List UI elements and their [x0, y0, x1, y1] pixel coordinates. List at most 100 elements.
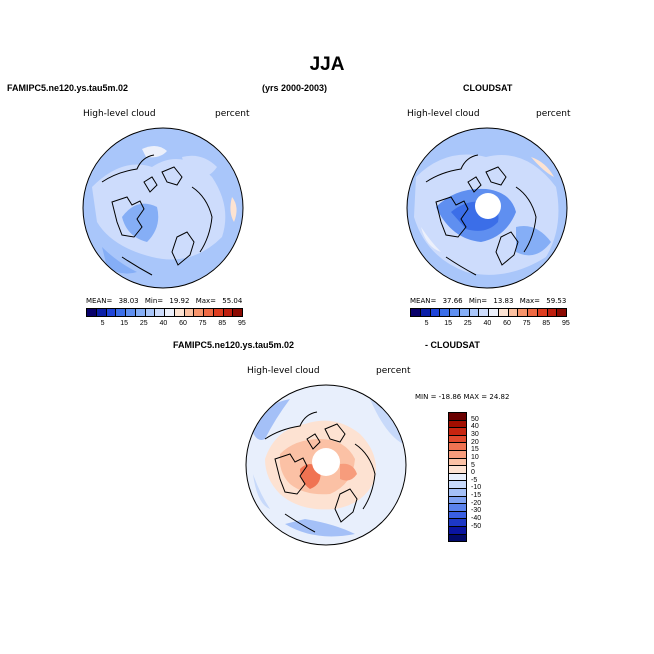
colorbar-swatch: [212, 309, 223, 316]
colorbar-swatch: [193, 309, 203, 316]
colorbar-swatch: [458, 309, 469, 316]
diff-colorbar-swatch: [449, 427, 466, 435]
colorbar-swatch: [203, 309, 213, 316]
diff-colorbar-label: 50: [471, 415, 479, 423]
panel2-min-value: 13.83: [493, 297, 514, 305]
diff-colorbar-swatch: [449, 510, 466, 519]
colorbar-tick-label: 75: [198, 320, 207, 327]
panel1-max-label: Max=: [195, 297, 217, 305]
panel2-min-label: Min=: [468, 297, 488, 305]
colorbar-swatch: [134, 309, 145, 316]
panel2-max-value: 59.53: [546, 297, 567, 305]
colorbar-swatch: [517, 309, 527, 316]
colorbar-swatch: [411, 309, 420, 316]
panel3-unit-label: percent: [376, 366, 411, 376]
colorbar-swatch: [183, 309, 194, 316]
diff-colorbar-labels: 50 40 30 20 15 10 5 0 -5 -10 -15 -20 -30 -40 -50: [471, 412, 501, 542]
panel1-variable-label: High-level cloud: [83, 109, 156, 119]
panel1-unit-label: percent: [215, 109, 250, 119]
colorbar-tick-label: 5: [100, 320, 105, 327]
colorbar-swatch: [173, 309, 184, 316]
colorbar-tick-label: 60: [503, 320, 511, 327]
colorbar-tick-label: 95: [238, 320, 246, 327]
panel3-min-max: MIN = -18.86 MAX = 24.82: [415, 393, 510, 401]
panel3-difference-map: [245, 384, 407, 546]
colorbar-swatch: [449, 309, 459, 316]
header-years: (yrs 2000-2003): [262, 83, 328, 93]
colorbar-swatch: [154, 309, 164, 316]
header-model-name: FAMIPC5.ne120.ys.tau5m.02: [7, 83, 129, 93]
colorbar-tick-label: 5: [424, 320, 429, 327]
colorbar-swatch: [478, 309, 488, 316]
diff-colorbar-swatch: [449, 472, 466, 481]
colorbar-swatch: [232, 309, 242, 316]
panel1-mean-label: MEAN=: [86, 297, 113, 305]
panel2-mean-label: MEAN=: [410, 297, 437, 305]
panel2-unit-label: percent: [536, 109, 571, 119]
panel1-colorbar-ticks: 5 15 25 40 60 75 85 95: [86, 320, 246, 330]
panel1-min-value: 19.92: [169, 297, 190, 305]
colorbar-swatch: [144, 309, 155, 316]
colorbar-swatch: [164, 309, 174, 316]
colorbar-swatch: [95, 309, 106, 316]
panel1-polar-map: [82, 127, 244, 289]
panel1-min-label: Min=: [144, 297, 164, 305]
diff-colorbar-label: -20: [471, 499, 482, 507]
diff-colorbar-swatch: [449, 465, 466, 473]
panel2-stats: MEAN= 37.66 Min= 13.83 Max= 59.53: [410, 297, 566, 305]
diff-colorbar-swatch: [449, 480, 466, 488]
colorbar-swatch: [125, 309, 135, 316]
colorbar-swatch: [507, 309, 518, 316]
diff-colorbar-label: 0: [471, 469, 475, 477]
panel1-colorbar: [86, 308, 243, 317]
colorbar-tick-label: 60: [179, 320, 187, 327]
colorbar-swatch: [527, 309, 537, 316]
colorbar-swatch: [105, 309, 116, 316]
diff-colorbar-swatch: [449, 434, 466, 443]
colorbar-tick-label: 85: [218, 320, 227, 327]
panel2-variable-label: High-level cloud: [407, 109, 480, 119]
colorbar-swatch: [497, 309, 508, 316]
colorbar-tick-label: 25: [463, 320, 472, 327]
colorbar-tick-label: 40: [483, 320, 492, 327]
colorbar-swatch: [468, 309, 479, 316]
colorbar-swatch: [546, 309, 557, 316]
diff-colorbar-swatch: [449, 419, 466, 428]
colorbar-swatch: [556, 309, 566, 316]
panel2-max-label: Max=: [519, 297, 541, 305]
diff-colorbar-swatch: [449, 525, 466, 534]
colorbar-swatch: [419, 309, 430, 316]
diff-colorbar-swatch: [449, 487, 466, 496]
panel1-mean-value: 38.03: [118, 297, 139, 305]
colorbar-tick-label: 95: [562, 320, 570, 327]
colorbar-swatch: [222, 309, 233, 316]
panel1-stats: MEAN= 38.03 Min= 19.92 Max= 55.04: [86, 297, 242, 305]
diff-colorbar-label: -15: [471, 492, 482, 500]
header-obs-name: CLOUDSAT: [463, 83, 513, 93]
diff-colorbar-swatch: [449, 518, 466, 526]
colorbar-swatch: [429, 309, 440, 316]
colorbar-tick-label: 15: [120, 320, 129, 327]
diff-colorbar-label: -40: [471, 515, 482, 523]
figure-title: JJA: [309, 54, 345, 75]
colorbar-swatch: [488, 309, 498, 316]
colorbar-tick-label: 85: [542, 320, 551, 327]
diff-colorbar-swatch: [449, 442, 466, 450]
diff-colorbar-swatch: [449, 457, 466, 466]
colorbar-tick-label: 25: [139, 320, 148, 327]
diff-colorbar: [448, 412, 467, 542]
diff-colorbar-label: 20: [471, 438, 479, 446]
colorbar-swatch: [536, 309, 547, 316]
panel2-mean-value: 37.66: [442, 297, 463, 305]
panel2-colorbar-ticks: 5 15 25 40 60 75 85 95: [410, 320, 570, 330]
diff-colorbar-swatch: [449, 449, 466, 458]
diff-colorbar-label: 30: [471, 430, 479, 438]
diff-colorbar-label: -50: [471, 522, 482, 530]
panel2-polar-map: [406, 127, 568, 289]
diff-header-obs-name: - CLOUDSAT: [425, 340, 480, 350]
panel2-colorbar: [410, 308, 567, 317]
diff-colorbar-label: 10: [471, 453, 479, 461]
diff-colorbar-swatch: [449, 413, 466, 420]
colorbar-swatch: [439, 309, 449, 316]
colorbar-tick-label: 15: [444, 320, 453, 327]
